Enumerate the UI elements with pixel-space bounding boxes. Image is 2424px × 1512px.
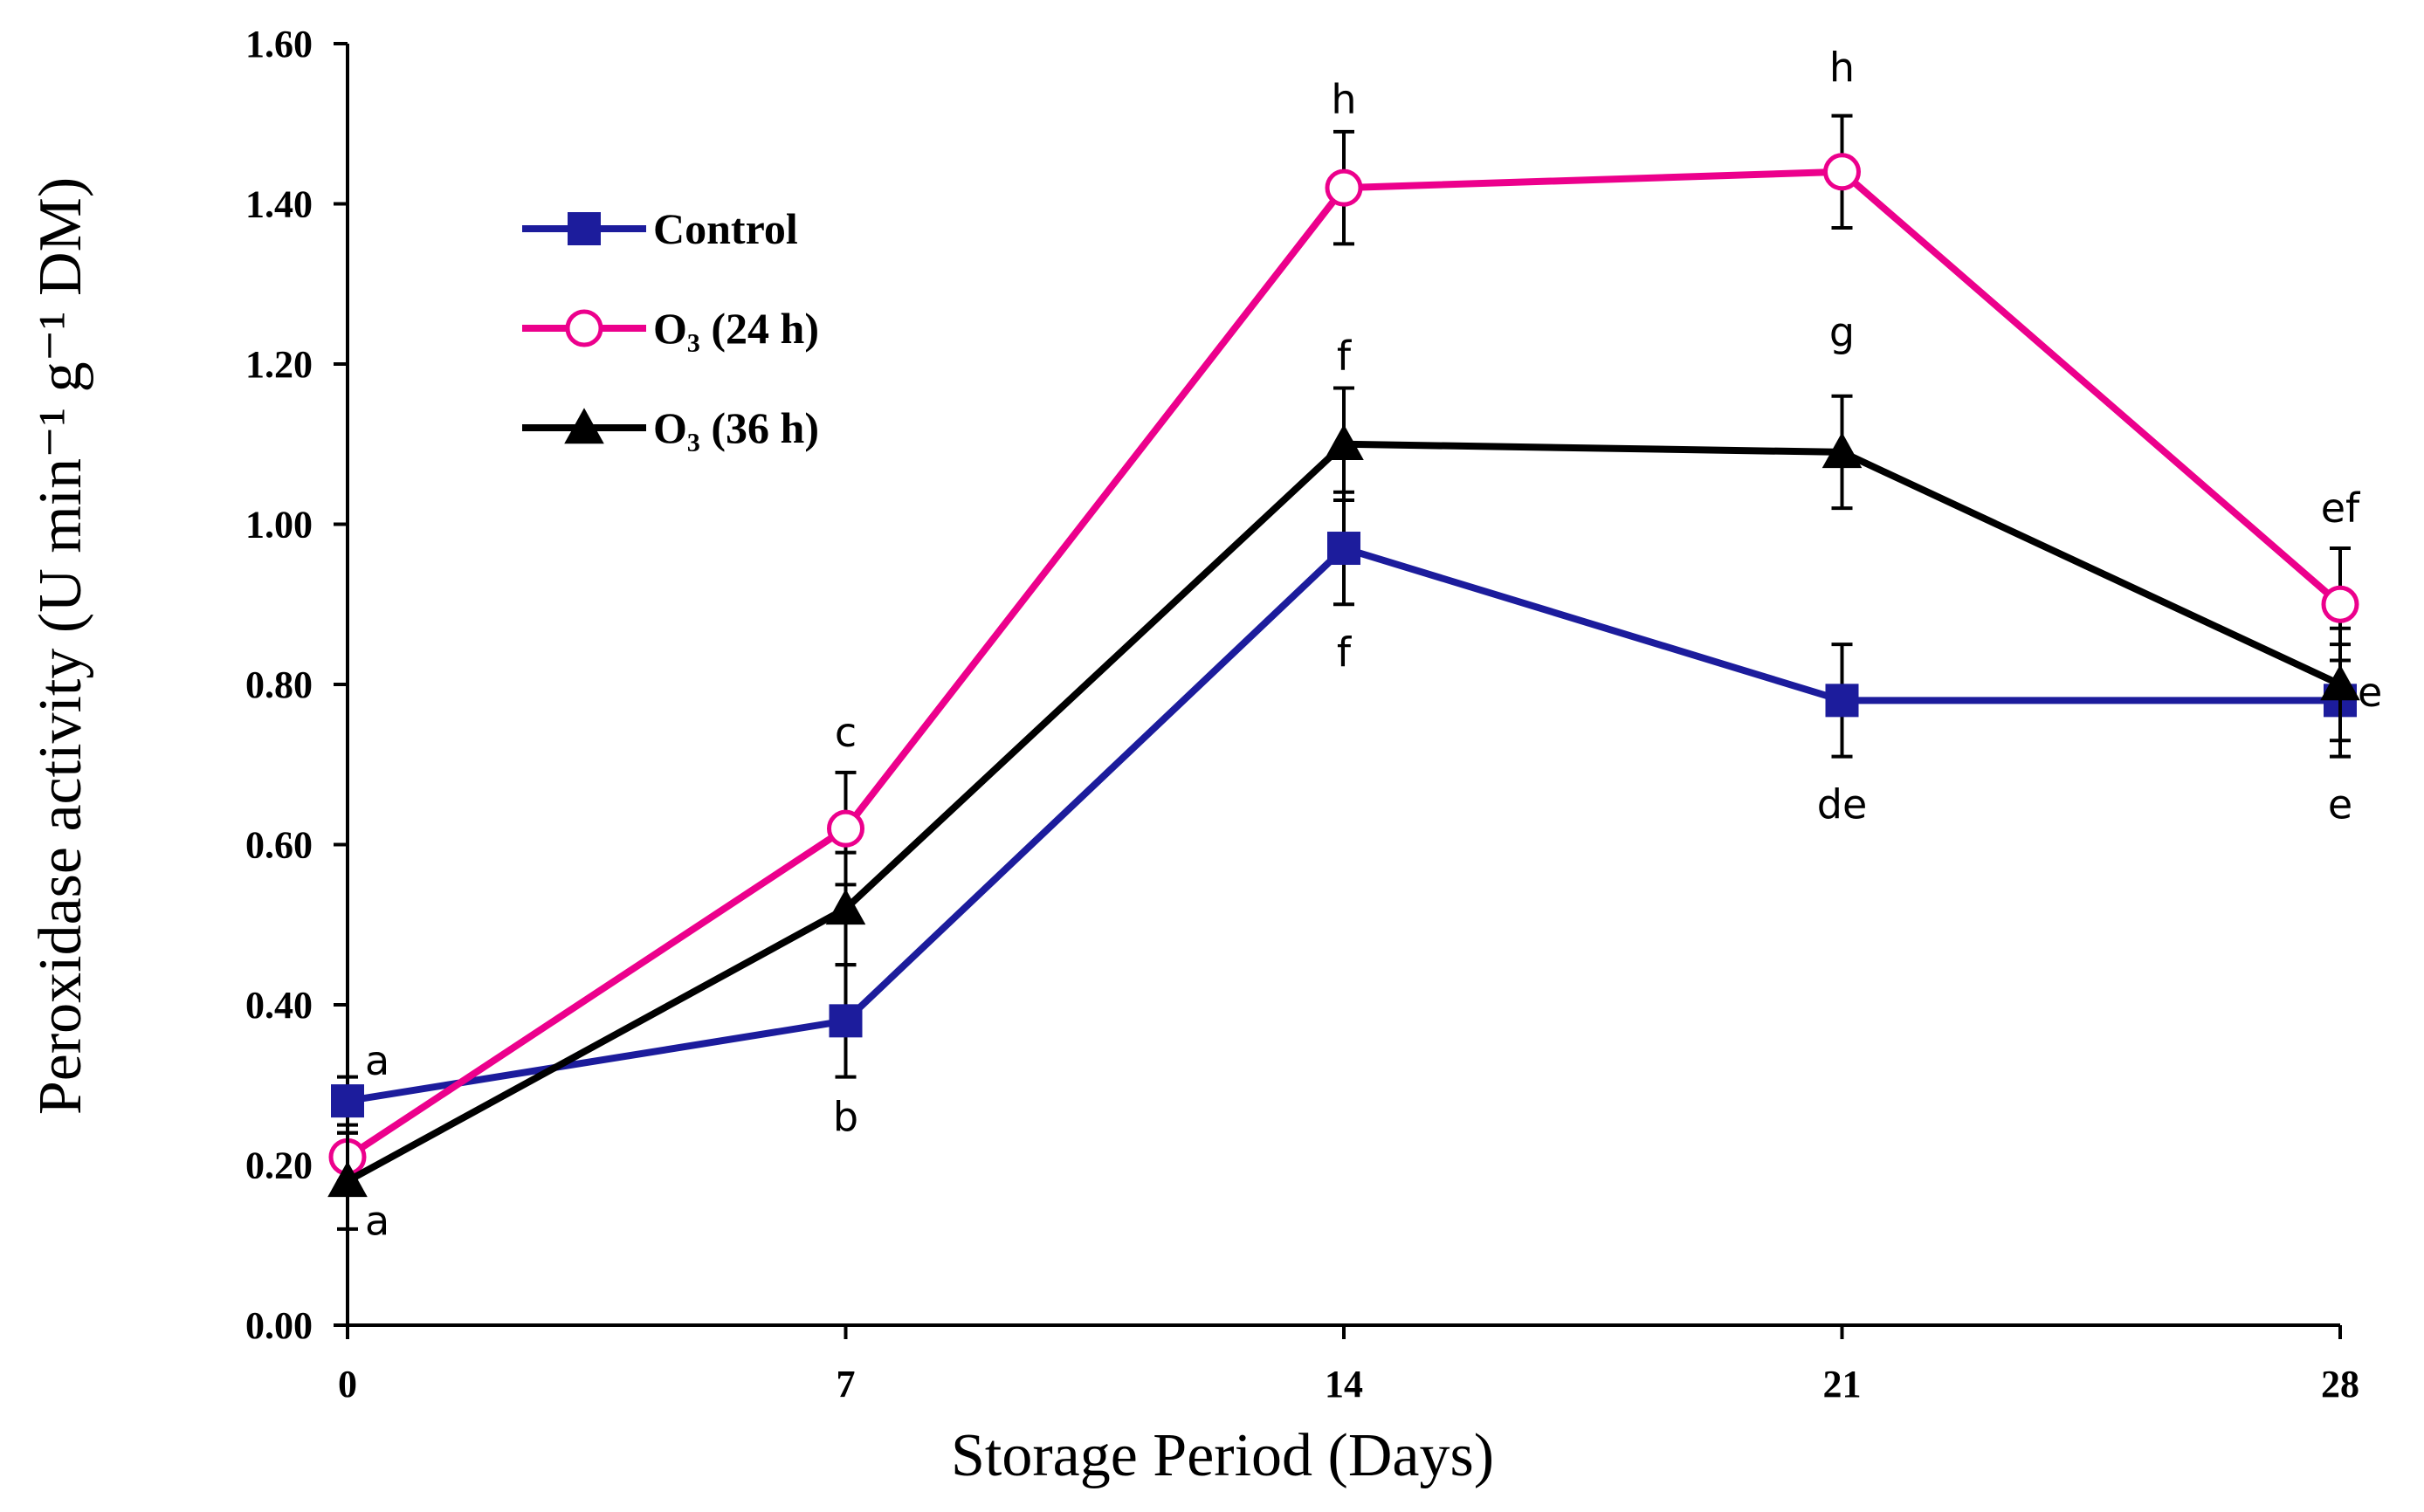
axes: 0.00 0.20 0.40 0.60 0.80 1.00 1.20 1.40 1.60 0 7 14… [245, 23, 2359, 1405]
series-o3-36h [327, 386, 2360, 1231]
legend-item-control: Control [522, 204, 798, 253]
series-o3-24h [328, 113, 2359, 1183]
data-point [327, 1161, 368, 1198]
data-point [1825, 684, 1859, 718]
data-point [2321, 585, 2359, 623]
legend: Control O₃ (24 h) O₃ (36 h) [522, 204, 819, 452]
significance-label: ef [2321, 485, 2361, 532]
data-point [827, 809, 864, 848]
significance-label: b [833, 1093, 858, 1140]
annotation-layer: a a c b h f f h g de ef e e [365, 45, 2382, 1245]
x-tick-label: 14 [1325, 1363, 1363, 1405]
x-tick-label: 28 [2321, 1363, 2359, 1405]
data-point [1821, 432, 1863, 469]
y-tick-label: 1.20 [245, 343, 313, 386]
data-point [825, 889, 866, 925]
x-tick-label: 7 [837, 1363, 856, 1405]
x-tick-label: 21 [1823, 1363, 1862, 1405]
legend-label: O₃ (24 h) [653, 304, 819, 353]
y-tick-label: 0.20 [245, 1144, 313, 1187]
y-tick-label: 0.60 [245, 824, 313, 867]
significance-label: a [365, 1198, 389, 1245]
series-layer [327, 113, 2360, 1231]
legend-marker [564, 408, 604, 444]
data-point [1324, 423, 1364, 460]
y-tick-label: 0.00 [245, 1304, 313, 1347]
x-tick-label: 0 [338, 1363, 357, 1405]
legend-label: Control [653, 204, 798, 253]
significance-label: h [1829, 45, 1855, 92]
data-point [1823, 153, 1861, 191]
data-point [2320, 664, 2360, 701]
significance-label: h [1331, 76, 1356, 123]
y-tick-label: 1.40 [245, 183, 313, 226]
legend-item-o3-24h: O₃ (24 h) [522, 304, 819, 353]
significance-label: e [2328, 781, 2352, 828]
legend-marker [565, 309, 603, 347]
data-point [1327, 532, 1360, 566]
x-axis-title: Storage Period (Days) [951, 1422, 1494, 1489]
significance-label: de [1817, 781, 1868, 828]
data-point [331, 1084, 364, 1118]
significance-label: e [2358, 669, 2382, 716]
significance-label: g [1829, 308, 1855, 355]
significance-label: f [1337, 333, 1353, 380]
y-tick-label: 1.00 [245, 504, 313, 546]
legend-marker [568, 212, 601, 245]
y-tick-label: 0.80 [245, 663, 313, 706]
y-tick-label: 0.40 [245, 984, 313, 1027]
y-tick-label: 1.60 [245, 23, 313, 65]
significance-label: f [1337, 629, 1353, 676]
significance-label: c [835, 709, 857, 756]
series-control [331, 490, 2357, 1127]
legend-label: O₃ (36 h) [653, 403, 819, 452]
y-axis-title: Peroxidase activity (U min⁻¹ g⁻¹ DM) [27, 177, 94, 1115]
data-point [829, 1004, 863, 1038]
legend-item-o3-36h: O₃ (36 h) [522, 403, 819, 452]
significance-label: a [365, 1037, 389, 1084]
data-point [1325, 168, 1363, 207]
